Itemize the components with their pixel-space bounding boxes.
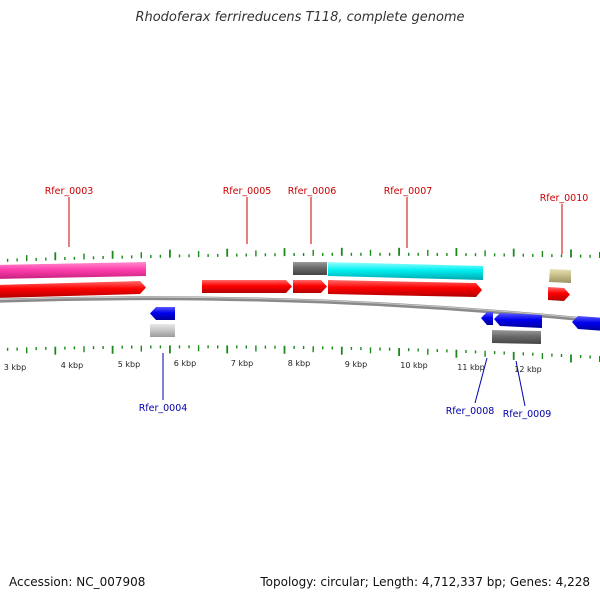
scale-label-7kbp: 7 kbp: [231, 359, 253, 368]
genome-backbone-highlight: [0, 296, 600, 321]
cyan-feature-bar: [328, 262, 483, 280]
khaki-feature-bar: [549, 269, 571, 283]
lower-tick-row: [6, 345, 600, 363]
reverse-gene-next: [572, 316, 600, 331]
gene-label-rfer-0003: Rfer_0003: [45, 186, 94, 197]
magenta-feature-bar: [0, 262, 146, 279]
forward-gene-rfer-0007: [328, 280, 482, 297]
forward-gene-rfer-0006: [293, 280, 327, 293]
gene-label-rfer-0010: Rfer_0010: [540, 193, 589, 204]
scale-label-5kbp: 5 kbp: [118, 360, 140, 369]
gene-label-rfer-0005: Rfer_0005: [223, 186, 272, 197]
gene-label-rfer-0008: Rfer_0008: [446, 406, 495, 417]
gene-label-rfer-0009: Rfer_0009: [503, 409, 552, 420]
light-gray-feature-bar-rfer-0004: [150, 324, 175, 337]
genome-backbone: [0, 296, 600, 324]
upper-tick-row: [6, 247, 600, 262]
forward-gene-rfer-0005: [202, 280, 292, 293]
accession-text: Accession: NC_007908: [9, 575, 146, 589]
scale-label-11kbp: 11 kbp: [457, 363, 485, 372]
reverse-gene-rfer-0009: [494, 313, 542, 328]
map-title: Rhodoferax ferrireducens T118, complete …: [135, 10, 465, 25]
forward-gene-rfer-0010: [548, 287, 570, 301]
scale-label-12kbp: 12 kbp: [514, 365, 542, 374]
reverse-gene-rfer-0008: [481, 312, 493, 325]
gene-label-rfer-0004: Rfer_0004: [139, 403, 188, 414]
gene-label-rfer-0007: Rfer_0007: [384, 186, 433, 197]
scale-label-4kbp: 4 kbp: [61, 361, 83, 370]
scale-label-10kbp: 10 kbp: [400, 361, 428, 370]
gene-label-rfer-0006: Rfer_0006: [288, 186, 337, 197]
scale-label-9kbp: 9 kbp: [345, 360, 367, 369]
gray-feature-bar-rfer-0009: [492, 330, 541, 344]
leader-lines: [68, 197, 563, 407]
scale-label-6kbp: 6 kbp: [174, 359, 196, 368]
gray-feature-bar-rfer-0006: [293, 262, 327, 275]
genome-summary-text: Topology: circular; Length: 4,712,337 bp…: [260, 575, 590, 589]
scale-label-8kbp: 8 kbp: [288, 359, 310, 368]
scale-label-3kbp: 3 kbp: [4, 363, 26, 372]
reverse-gene-rfer-0004: [150, 307, 175, 320]
forward-gene-rfer-0003: [0, 281, 146, 298]
